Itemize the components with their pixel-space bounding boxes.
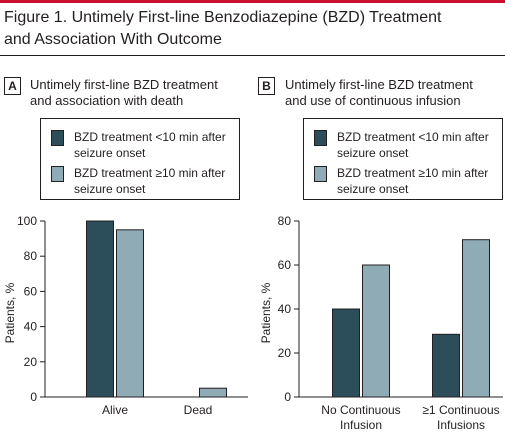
chart-b-y-tick-label: 80 bbox=[278, 214, 292, 228]
legend-label-late: BZD treatment ≥10 min after seizure onse… bbox=[337, 165, 497, 197]
legend-swatch-early bbox=[314, 130, 327, 146]
legend-label-early: BZD treatment <10 min after seizure onse… bbox=[337, 129, 497, 161]
chart-a-y-tick-label: 0 bbox=[30, 390, 37, 404]
chart-b-y-tick-label: 40 bbox=[278, 302, 292, 316]
chart-a-bar-early bbox=[86, 220, 114, 398]
chart-a-y-tick-label: 100 bbox=[17, 214, 37, 228]
chart-a-bar-late bbox=[199, 387, 227, 398]
top-accent-rule bbox=[0, 0, 505, 3]
legend-label-line-1: BZD treatment ≥10 min after bbox=[337, 166, 489, 180]
panel-a-title-line-1: Untimely first-line BZD treatment bbox=[30, 77, 218, 92]
chart-b-bar-late bbox=[362, 264, 390, 398]
panel-b-title-line-1: Untimely first-line BZD treatment bbox=[285, 77, 473, 92]
chart-b-category-label: No Continuous bbox=[321, 403, 400, 417]
legend-swatch-late bbox=[51, 166, 64, 182]
chart-b-y-tick-label: 20 bbox=[278, 346, 292, 360]
chart-b-y-tick-label: 60 bbox=[278, 258, 292, 272]
chart-a-category-label: Alive bbox=[102, 403, 128, 417]
panel-a-title-line-2: and association with death bbox=[30, 93, 184, 108]
legend-label-early: BZD treatment <10 min after seizure onse… bbox=[74, 129, 234, 161]
chart-b-bar-early bbox=[332, 308, 360, 398]
chart-b-category-label: Infusions bbox=[437, 418, 485, 432]
title-divider bbox=[0, 55, 505, 56]
legend-swatch-late bbox=[314, 166, 327, 182]
legend-swatch-early bbox=[51, 130, 64, 146]
panel-b-letter: B bbox=[258, 77, 275, 95]
chart-b-bar-early bbox=[432, 333, 460, 398]
panel-b-title-line-2: and use of continuous infusion bbox=[285, 93, 461, 108]
chart-a-y-tick-label: 80 bbox=[24, 249, 38, 263]
chart-b-y-tick-label: 0 bbox=[284, 390, 291, 404]
panel-a-title: Untimely first-line BZD treatment and as… bbox=[30, 77, 218, 109]
figure-title: Figure 1. Untimely First-line Benzodiaze… bbox=[4, 7, 499, 51]
panel-a-legend: BZD treatment <10 min after seizure onse… bbox=[40, 118, 240, 200]
legend-label-line-2: seizure onset bbox=[74, 146, 146, 160]
chart-a-y-axis-label: Patients, % bbox=[3, 282, 17, 343]
chart-a-y-tick-label: 60 bbox=[24, 284, 38, 298]
figure-title-line-2: and Association With Outcome bbox=[4, 31, 222, 48]
chart-b-category-label: Infusion bbox=[340, 418, 382, 432]
panel-a-letter: A bbox=[4, 77, 21, 95]
panel-b-legend: BZD treatment <10 min after seizure onse… bbox=[303, 118, 503, 200]
legend-label-line-1: BZD treatment <10 min after bbox=[337, 130, 489, 144]
legend-label-line-1: BZD treatment <10 min after bbox=[74, 130, 226, 144]
chart-a-y-tick-label: 20 bbox=[24, 355, 38, 369]
legend-label-line-2: seizure onset bbox=[337, 146, 409, 160]
figure-title-line-1: Figure 1. Untimely First-line Benzodiaze… bbox=[4, 9, 442, 26]
chart-a-bar-late bbox=[116, 229, 144, 398]
chart-b-y-axis-label: Patients, % bbox=[259, 282, 273, 343]
chart-a-y-tick-label: 40 bbox=[24, 320, 38, 334]
panel-b-title: Untimely first-line BZD treatment and us… bbox=[285, 77, 473, 109]
legend-label-line-1: BZD treatment ≥10 min after bbox=[74, 166, 226, 180]
chart-b-bar-late bbox=[462, 239, 490, 398]
legend-label-late: BZD treatment ≥10 min after seizure onse… bbox=[74, 165, 234, 197]
chart-a-category-label: Dead bbox=[184, 403, 213, 417]
legend-label-line-2: seizure onset bbox=[337, 182, 409, 196]
legend-label-line-2: seizure onset bbox=[74, 182, 146, 196]
chart-b-category-label: ≥1 Continuous bbox=[422, 403, 499, 417]
